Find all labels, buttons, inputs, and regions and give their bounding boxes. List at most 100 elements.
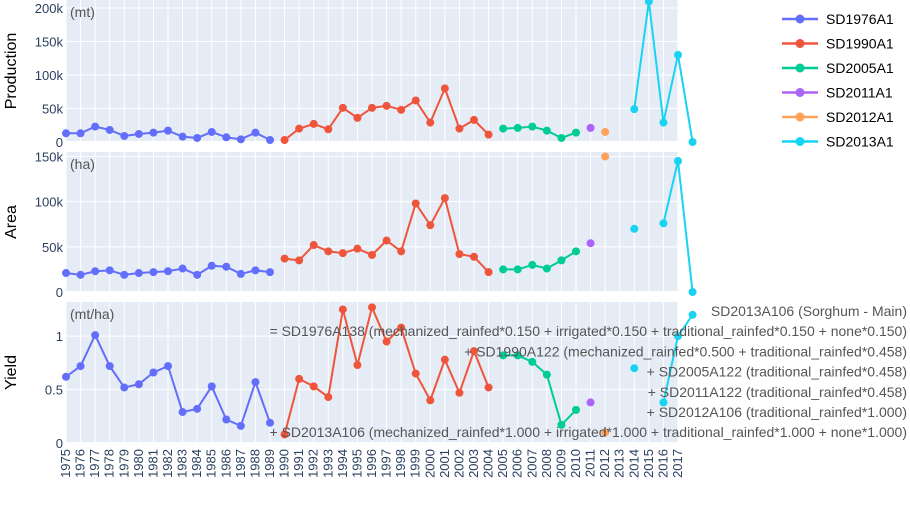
data-point[interactable] xyxy=(178,264,187,273)
data-point[interactable] xyxy=(688,138,697,146)
data-point[interactable] xyxy=(426,118,435,127)
data-point[interactable] xyxy=(236,421,245,430)
data-point[interactable] xyxy=(397,323,406,332)
data-point[interactable] xyxy=(309,119,318,128)
data-point[interactable] xyxy=(222,133,231,142)
data-point[interactable] xyxy=(207,382,216,391)
data-point[interactable] xyxy=(499,265,508,274)
data-point[interactable] xyxy=(120,383,129,392)
legend-item-SD2013A1[interactable]: SD2013A1 xyxy=(782,134,894,150)
data-point[interactable] xyxy=(251,128,260,137)
data-point[interactable] xyxy=(266,418,274,427)
data-point[interactable] xyxy=(382,101,391,110)
data-point[interactable] xyxy=(455,124,464,133)
data-point[interactable] xyxy=(178,408,187,417)
data-point[interactable] xyxy=(236,135,245,144)
data-point[interactable] xyxy=(353,361,362,370)
data-point[interactable] xyxy=(542,264,551,273)
data-point[interactable] xyxy=(688,288,697,296)
data-point[interactable] xyxy=(91,122,100,131)
data-point[interactable] xyxy=(572,128,580,137)
data-point[interactable] xyxy=(309,382,318,391)
data-point[interactable] xyxy=(455,250,464,259)
data-point[interactable] xyxy=(440,194,449,203)
data-point[interactable] xyxy=(440,84,449,93)
data-point[interactable] xyxy=(572,405,580,414)
data-point[interactable] xyxy=(368,303,376,312)
data-point[interactable] xyxy=(528,357,537,366)
data-point[interactable] xyxy=(105,125,114,134)
legend-item-SD1976A1[interactable]: SD1976A1 xyxy=(782,11,894,27)
data-point[interactable] xyxy=(295,374,304,383)
data-point[interactable] xyxy=(134,380,143,389)
legend-item-SD2012A1[interactable]: SD2012A1 xyxy=(782,109,894,125)
data-point[interactable] xyxy=(484,130,493,139)
data-point[interactable] xyxy=(178,132,187,141)
data-point[interactable] xyxy=(586,239,595,248)
data-point[interactable] xyxy=(644,0,653,6)
data-point[interactable] xyxy=(411,199,420,208)
data-point[interactable] xyxy=(222,415,231,424)
data-point[interactable] xyxy=(368,250,376,259)
data-point[interactable] xyxy=(630,364,639,373)
data-point[interactable] xyxy=(659,118,668,127)
data-point[interactable] xyxy=(542,370,551,379)
data-point[interactable] xyxy=(440,355,449,364)
data-point[interactable] xyxy=(484,268,493,277)
data-point[interactable] xyxy=(484,383,493,392)
data-point[interactable] xyxy=(324,125,333,134)
data-point[interactable] xyxy=(557,256,566,265)
data-point[interactable] xyxy=(659,219,668,228)
data-point[interactable] xyxy=(572,247,580,256)
data-point[interactable] xyxy=(426,221,435,230)
data-point[interactable] xyxy=(397,105,406,114)
data-point[interactable] xyxy=(105,266,114,275)
data-point[interactable] xyxy=(76,362,85,371)
data-point[interactable] xyxy=(499,124,508,133)
legend-item-SD2011A1[interactable]: SD2011A1 xyxy=(782,85,893,101)
data-point[interactable] xyxy=(630,224,639,233)
data-point[interactable] xyxy=(513,351,522,360)
data-point[interactable] xyxy=(236,269,245,278)
data-point[interactable] xyxy=(411,96,420,105)
data-point[interactable] xyxy=(470,115,478,124)
data-point[interactable] xyxy=(193,270,202,279)
data-point[interactable] xyxy=(149,268,158,277)
data-point[interactable] xyxy=(62,269,70,278)
data-point[interactable] xyxy=(499,351,508,360)
data-point[interactable] xyxy=(280,135,289,144)
data-point[interactable] xyxy=(91,267,100,276)
data-point[interactable] xyxy=(62,129,70,138)
data-point[interactable] xyxy=(266,135,274,144)
data-point[interactable] xyxy=(557,133,566,142)
data-point[interactable] xyxy=(630,105,639,114)
data-point[interactable] xyxy=(134,129,143,138)
data-point[interactable] xyxy=(455,388,464,397)
data-point[interactable] xyxy=(164,362,172,371)
data-point[interactable] xyxy=(76,129,85,138)
data-point[interactable] xyxy=(353,113,362,122)
data-point[interactable] xyxy=(557,420,566,429)
data-point[interactable] xyxy=(164,267,172,276)
data-point[interactable] xyxy=(528,122,537,131)
data-point[interactable] xyxy=(295,124,304,133)
data-point[interactable] xyxy=(251,378,260,387)
data-point[interactable] xyxy=(601,428,610,437)
data-point[interactable] xyxy=(470,347,478,356)
data-point[interactable] xyxy=(309,241,318,250)
legend-item-SD1990A1[interactable]: SD1990A1 xyxy=(782,36,894,52)
data-point[interactable] xyxy=(513,123,522,132)
data-point[interactable] xyxy=(601,152,610,161)
data-point[interactable] xyxy=(207,261,216,270)
data-point[interactable] xyxy=(164,126,172,135)
data-point[interactable] xyxy=(674,50,682,59)
data-point[interactable] xyxy=(295,256,304,265)
legend-item-SD2005A1[interactable]: SD2005A1 xyxy=(782,60,894,76)
data-point[interactable] xyxy=(193,133,202,142)
data-point[interactable] xyxy=(338,305,347,314)
data-point[interactable] xyxy=(222,262,231,271)
data-point[interactable] xyxy=(193,404,202,413)
data-point[interactable] xyxy=(397,247,406,256)
data-point[interactable] xyxy=(353,244,362,253)
data-point[interactable] xyxy=(62,372,70,381)
